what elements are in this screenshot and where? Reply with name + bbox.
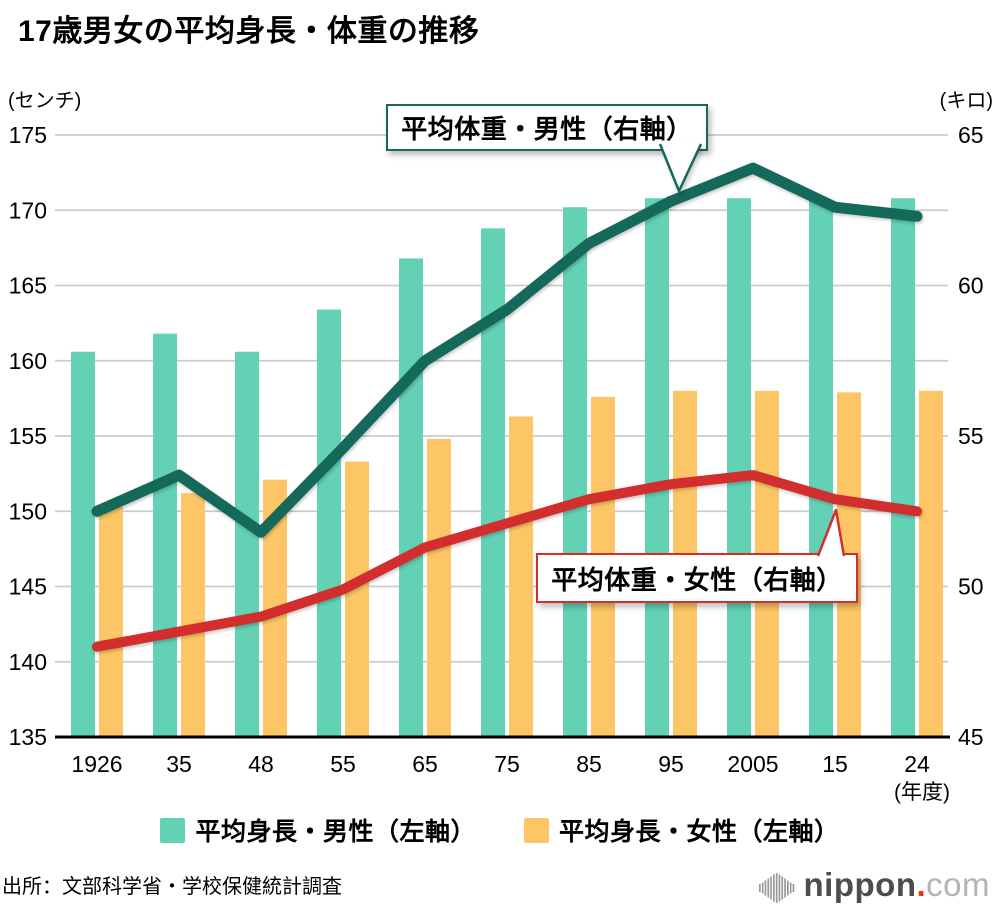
x-axis-label: 15 <box>822 751 848 777</box>
bar-male-height <box>235 351 259 737</box>
soundwave-icon <box>758 873 794 903</box>
x-axis-label: 35 <box>166 751 192 777</box>
line-male-weight <box>91 162 923 538</box>
soundwave-bar <box>775 873 778 903</box>
bar-male-height <box>153 333 177 737</box>
y-axis-label-left: 145 <box>9 574 47 600</box>
bar-male-height <box>891 198 915 737</box>
soundwave-bar <box>778 874 780 902</box>
y-axis-label-right: 60 <box>958 273 984 299</box>
y-axis-label-left: 155 <box>9 423 47 449</box>
bar-male-height <box>481 228 505 737</box>
y-axis-label-right: 45 <box>958 724 984 750</box>
y-axis-label-right: 65 <box>958 122 984 148</box>
legend-label-female-height: 平均身長・女性（左軸） <box>559 818 840 846</box>
y-axis-label-left: 165 <box>9 273 47 299</box>
bar-male-height <box>71 351 95 737</box>
left-axis-unit-label: (センチ) <box>8 90 82 112</box>
x-axis-label: 55 <box>330 751 356 777</box>
bar-male-height <box>645 198 669 737</box>
bar-male-height <box>727 198 751 737</box>
x-axis-label: 75 <box>494 751 520 777</box>
bar-male-height <box>563 207 587 738</box>
logo-text: nippon.com <box>803 866 990 903</box>
bar-male-height <box>809 199 833 738</box>
x-axis-label: 95 <box>658 751 684 777</box>
x-axis-label: 24 <box>904 751 930 777</box>
callout-male-weight: 平均体重・男性（右軸） <box>386 104 708 151</box>
y-axis-label-left: 150 <box>9 498 47 524</box>
soundwave-bar <box>786 880 789 896</box>
soundwave-bar <box>769 876 772 900</box>
soundwave-bar <box>789 882 792 894</box>
y-axis-label-left: 135 <box>9 724 47 750</box>
bar-female-height <box>99 506 123 737</box>
bar-female-height <box>427 439 451 737</box>
legend-label-male-height: 平均身長・男性（左軸） <box>195 818 476 846</box>
bar-male-height <box>399 258 423 737</box>
line-female-weight <box>92 470 922 652</box>
callout-female-weight: 平均体重・女性（右軸） <box>536 553 858 603</box>
soundwave-bar <box>761 882 764 894</box>
bar-female-height <box>919 390 943 737</box>
soundwave-bar <box>766 878 769 898</box>
x-axis-label: 48 <box>248 751 274 777</box>
soundwave-bar <box>758 884 761 892</box>
legend-swatch-male-height <box>160 817 186 843</box>
right-axis-unit-label: (キロ) <box>939 90 993 112</box>
y-axis-label-left: 175 <box>9 122 47 148</box>
soundwave-bar <box>783 878 786 898</box>
bar-female-height <box>181 493 205 737</box>
bar-female-height <box>509 416 533 737</box>
soundwave-bar <box>772 874 775 902</box>
soundwave-bar <box>780 876 783 900</box>
soundwave-bar <box>764 880 766 896</box>
x-axis-label: 2005 <box>727 751 778 777</box>
y-axis-label-left: 140 <box>9 649 47 675</box>
x-axis-label: 65 <box>412 751 438 777</box>
soundwave-bar <box>792 884 794 892</box>
legend-item-female-height: 平均身長・女性（左軸） <box>524 812 840 848</box>
chart-title: 17歳男女の平均身長・体重の推移 <box>18 15 480 48</box>
y-axis-label-right: 55 <box>958 423 984 449</box>
bar-female-height <box>345 461 369 737</box>
legend-swatch-female-height <box>524 817 549 843</box>
x-axis-label: 1926 <box>71 751 122 777</box>
source-credit: 出所：文部科学省・学校保健統計調査 <box>2 876 342 898</box>
legend-item-male-height: 平均身長・男性（左軸） <box>160 812 476 848</box>
y-axis-label-left: 160 <box>9 348 47 374</box>
x-axis-suffix-label: (年度) <box>894 781 950 804</box>
legend: 平均身長・男性（左軸） 平均身長・女性（左軸） <box>0 812 1000 848</box>
nippon-com-logo: nippon.com <box>758 866 990 904</box>
bar-male-height <box>317 309 341 737</box>
y-axis-label-right: 50 <box>958 574 984 600</box>
y-axis-label-left: 170 <box>9 197 47 223</box>
x-axis-label: 85 <box>576 751 602 777</box>
